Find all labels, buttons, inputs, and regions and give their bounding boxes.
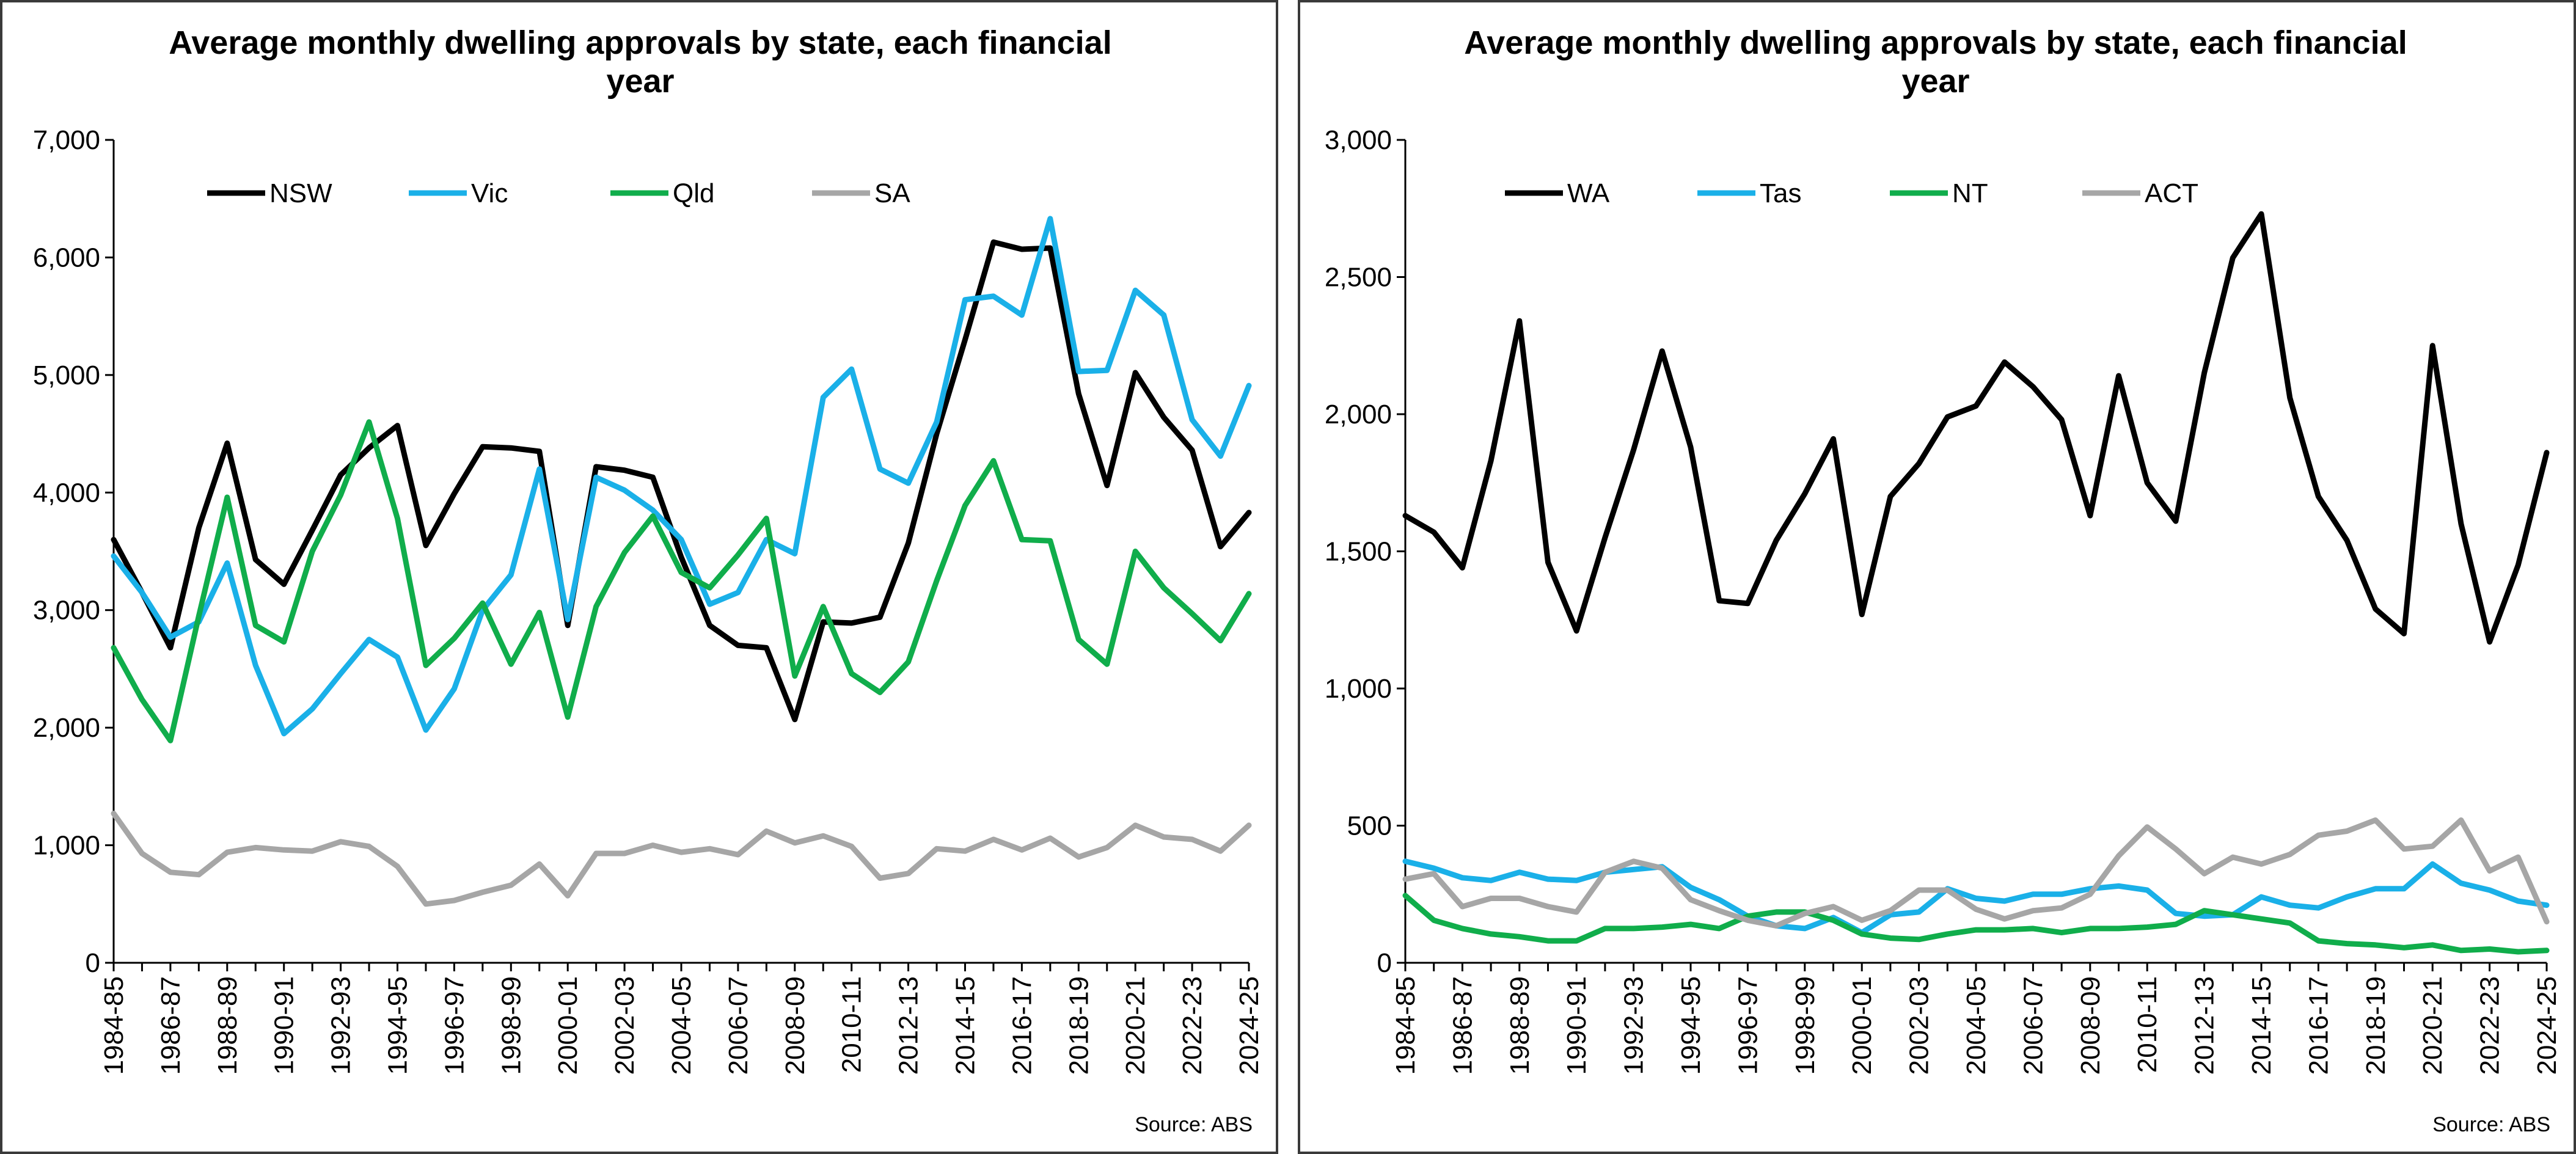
- legend-label-vic: Vic: [471, 178, 508, 208]
- series-line-wa: [1402, 211, 2550, 645]
- x-tick-label: 2016-17: [1007, 976, 1037, 1075]
- x-tick-label: 1994-95: [1676, 976, 1706, 1075]
- x-tick-label: 2006-07: [2018, 976, 2048, 1075]
- legend-label-wa: WA: [1567, 178, 1610, 208]
- x-tick-label: 2006-07: [723, 976, 753, 1075]
- x-tick-label: 1992-93: [1619, 976, 1649, 1075]
- x-tick-label: 2004-05: [667, 976, 697, 1075]
- y-tick-label: 3,000: [1325, 125, 1392, 155]
- x-tick-label: 2002-03: [610, 976, 640, 1075]
- x-tick-label: 1998-99: [1790, 976, 1820, 1075]
- chart-title-line-1: Average monthly dwelling approvals by st…: [1464, 24, 2407, 61]
- x-tick-label: 2004-05: [1961, 976, 1991, 1075]
- legend-label-sa: SA: [874, 178, 910, 208]
- series-line-nsw: [111, 239, 1252, 723]
- legend-label-nsw: NSW: [269, 178, 332, 208]
- x-tick-label: 2022-23: [2475, 976, 2505, 1075]
- x-tick-label: 1988-89: [1505, 976, 1535, 1075]
- chart-right-svg: Average monthly dwelling approvals by st…: [1325, 24, 2562, 1136]
- x-tick-label: 1988-89: [213, 976, 243, 1075]
- legend-label-qld: Qld: [673, 178, 714, 208]
- x-tick-label: 1984-85: [99, 976, 129, 1075]
- chart-source: Source: ABS: [2432, 1113, 2550, 1136]
- series-line-act: [1402, 817, 2550, 929]
- x-tick-label: 1990-91: [1562, 976, 1592, 1075]
- y-tick-label: 1,000: [1325, 674, 1392, 704]
- x-tick-label: 2012-13: [894, 976, 924, 1075]
- x-tick-label: 2008-09: [2076, 976, 2106, 1075]
- x-tick-label: 2014-15: [2247, 976, 2277, 1075]
- series-line-tas: [1402, 858, 2550, 936]
- x-tick-label: 2002-03: [1905, 976, 1934, 1075]
- chart-title-line-2: year: [1901, 63, 1969, 100]
- y-tick-label: 4,000: [33, 478, 100, 508]
- y-tick-label: 2,000: [33, 713, 100, 743]
- chart-title-line-1: Average monthly dwelling approvals by st…: [169, 24, 1111, 61]
- x-tick-label: 2024-25: [1234, 976, 1264, 1075]
- chart-title-line-2: year: [606, 63, 674, 100]
- x-tick-label: 2008-09: [780, 976, 810, 1075]
- x-tick-label: 2020-21: [1121, 976, 1151, 1075]
- series-line-sa: [111, 811, 1252, 907]
- x-tick-label: 2018-19: [1064, 976, 1094, 1075]
- x-tick-label: 1990-91: [269, 976, 299, 1075]
- x-tick-label: 2016-17: [2303, 976, 2333, 1075]
- chart-panel-left: Average monthly dwelling approvals by st…: [0, 0, 1278, 1154]
- x-tick-label: 2022-23: [1177, 976, 1207, 1075]
- x-tick-label: 2014-15: [951, 976, 981, 1075]
- x-tick-label: 1996-97: [1733, 976, 1763, 1075]
- x-tick-label: 2012-13: [2190, 976, 2220, 1075]
- x-tick-label: 1986-87: [156, 976, 186, 1075]
- x-tick-label: 1994-95: [383, 976, 413, 1075]
- x-tick-label: 1992-93: [326, 976, 356, 1075]
- x-tick-label: 2000-01: [553, 976, 583, 1075]
- y-tick-label: 5,000: [33, 360, 100, 390]
- legend-label-tas: Tas: [1760, 178, 1801, 208]
- x-tick-label: 1986-87: [1447, 976, 1477, 1075]
- x-tick-label: 1998-99: [496, 976, 526, 1075]
- x-tick-label: 2018-19: [2361, 976, 2391, 1075]
- x-tick-label: 2010-11: [2132, 976, 2162, 1073]
- y-tick-label: 2,000: [1325, 400, 1392, 429]
- legend-label-nt: NT: [1952, 178, 1988, 208]
- x-tick-label: 2024-25: [2532, 976, 2562, 1075]
- y-tick-label: 2,500: [1325, 263, 1392, 293]
- y-tick-label: 7,000: [33, 125, 100, 155]
- y-tick-label: 3,000: [33, 596, 100, 626]
- chart-panel-right: Average monthly dwelling approvals by st…: [1298, 0, 2576, 1154]
- y-tick-label: 500: [1347, 811, 1392, 841]
- x-tick-label: 1996-97: [439, 976, 469, 1075]
- series-line-qld: [111, 419, 1252, 743]
- legend-label-act: ACT: [2145, 178, 2198, 208]
- y-tick-label: 1,500: [1325, 537, 1392, 567]
- series-line-nt: [1402, 893, 2550, 955]
- series-line-vic: [111, 216, 1252, 737]
- chart-source: Source: ABS: [1135, 1113, 1253, 1136]
- y-tick-label: 0: [86, 948, 100, 978]
- x-tick-label: 2020-21: [2418, 976, 2448, 1075]
- y-tick-label: 1,000: [33, 831, 100, 861]
- x-tick-label: 2000-01: [1847, 976, 1877, 1075]
- x-tick-label: 1984-85: [1391, 976, 1421, 1075]
- y-tick-label: 0: [1377, 948, 1392, 978]
- y-tick-label: 6,000: [33, 243, 100, 272]
- chart-left-svg: Average monthly dwelling approvals by st…: [33, 24, 1264, 1136]
- x-tick-label: 2010-11: [837, 976, 867, 1073]
